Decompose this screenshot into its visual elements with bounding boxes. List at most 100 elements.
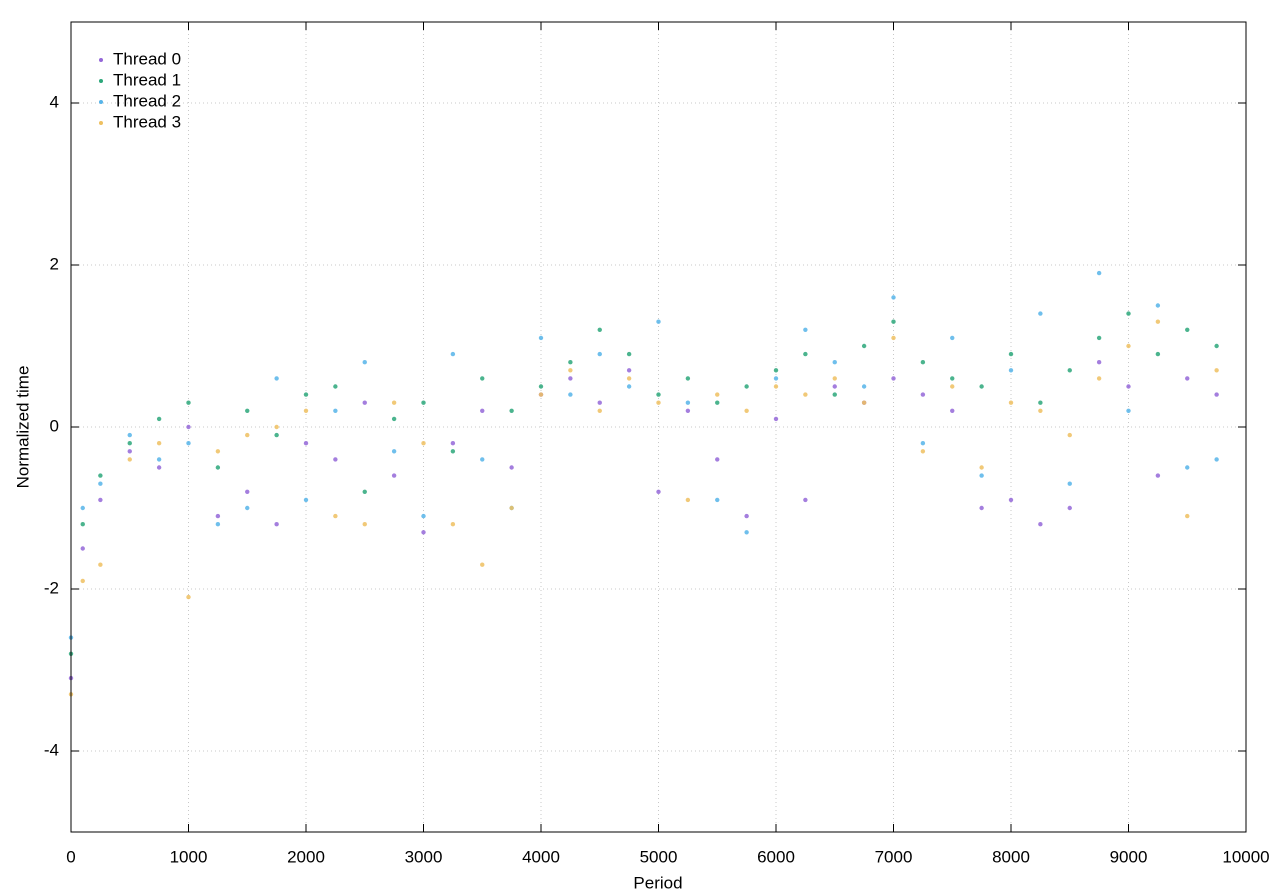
x-tick-label: 5000 — [640, 847, 678, 866]
data-point — [715, 400, 720, 405]
data-point — [861, 384, 867, 389]
data-point — [920, 449, 926, 454]
data-point — [538, 335, 544, 341]
data-point — [509, 465, 514, 470]
data-point — [215, 513, 221, 519]
data-point — [1155, 473, 1161, 478]
data-point — [333, 513, 338, 519]
data-point — [362, 400, 367, 405]
data-point — [1126, 384, 1131, 389]
data-point — [156, 416, 162, 422]
data-point — [480, 457, 485, 462]
data-point — [1155, 351, 1161, 357]
data-point — [568, 368, 573, 373]
data-point — [391, 473, 397, 478]
data-point — [98, 497, 103, 503]
data-point — [832, 360, 837, 365]
y-tick-label: -4 — [44, 740, 59, 759]
data-point — [186, 594, 191, 600]
data-point — [80, 578, 85, 584]
x-tick-label: 8000 — [992, 847, 1030, 866]
data-point — [1155, 303, 1161, 308]
y-tick-label: 0 — [50, 416, 59, 435]
data-point — [1038, 408, 1043, 413]
data-point — [450, 449, 456, 454]
data-point — [715, 497, 720, 503]
legend-label: Thread 3 — [113, 112, 181, 131]
data-point — [421, 441, 426, 446]
data-point — [744, 384, 749, 389]
data-point — [1067, 481, 1072, 486]
x-tick-label: 9000 — [1110, 847, 1148, 866]
data-point — [333, 457, 338, 462]
data-point — [597, 400, 602, 405]
data-point — [1008, 351, 1014, 357]
data-point — [950, 376, 955, 381]
data-point — [98, 473, 103, 478]
data-point — [979, 384, 984, 389]
data-point — [597, 327, 602, 332]
x-tick-label: 6000 — [757, 847, 795, 866]
data-point — [773, 416, 779, 422]
data-point — [391, 449, 397, 454]
data-point — [1126, 408, 1131, 413]
data-point — [1126, 311, 1131, 316]
data-point — [891, 335, 896, 341]
data-point — [80, 505, 85, 511]
data-point — [1008, 368, 1014, 373]
data-point — [274, 432, 279, 438]
data-point — [803, 351, 808, 357]
data-point — [450, 441, 456, 446]
data-point — [186, 441, 191, 446]
data-point — [245, 432, 250, 438]
data-point — [920, 360, 926, 365]
data-point — [744, 513, 749, 519]
data-point — [362, 522, 367, 527]
data-point — [156, 441, 162, 446]
data-point — [950, 384, 955, 389]
data-point — [773, 376, 779, 381]
x-tick-label: 0 — [66, 847, 75, 866]
data-point — [391, 400, 397, 405]
data-point — [127, 457, 132, 462]
data-point — [656, 489, 661, 494]
y-tick-label: 2 — [50, 254, 59, 273]
y-axis-label: Normalized time — [13, 366, 32, 489]
data-point — [274, 424, 279, 430]
data-point — [1008, 400, 1014, 405]
data-point — [685, 400, 691, 405]
data-point — [127, 441, 132, 446]
data-point — [1067, 368, 1072, 373]
data-point — [1214, 368, 1219, 373]
data-point — [215, 465, 221, 470]
plot-frame — [70, 21, 1247, 833]
x-tick-label: 10000 — [1222, 847, 1269, 866]
data-point — [303, 408, 309, 413]
data-point — [685, 408, 691, 413]
x-tick-label: 4000 — [522, 847, 560, 866]
data-point — [656, 400, 661, 405]
data-point — [1038, 522, 1043, 527]
data-point — [773, 384, 779, 389]
data-point — [1126, 343, 1131, 349]
data-point — [744, 408, 749, 413]
data-point — [1038, 311, 1043, 316]
legend-marker — [99, 121, 103, 125]
data-point — [832, 384, 837, 389]
data-point — [1067, 505, 1072, 511]
data-point — [362, 489, 367, 494]
x-tick-label: 2000 — [287, 847, 325, 866]
data-point — [333, 408, 338, 413]
y-tick-label: -2 — [44, 578, 59, 597]
data-point — [80, 546, 85, 551]
data-point — [1096, 360, 1102, 365]
data-point — [568, 392, 573, 397]
data-point — [1214, 392, 1219, 397]
x-axis-label: Period — [633, 873, 682, 892]
data-point — [215, 449, 221, 454]
data-point — [803, 497, 808, 503]
data-point — [950, 335, 955, 341]
data-point — [1155, 319, 1161, 324]
data-point — [744, 530, 749, 535]
